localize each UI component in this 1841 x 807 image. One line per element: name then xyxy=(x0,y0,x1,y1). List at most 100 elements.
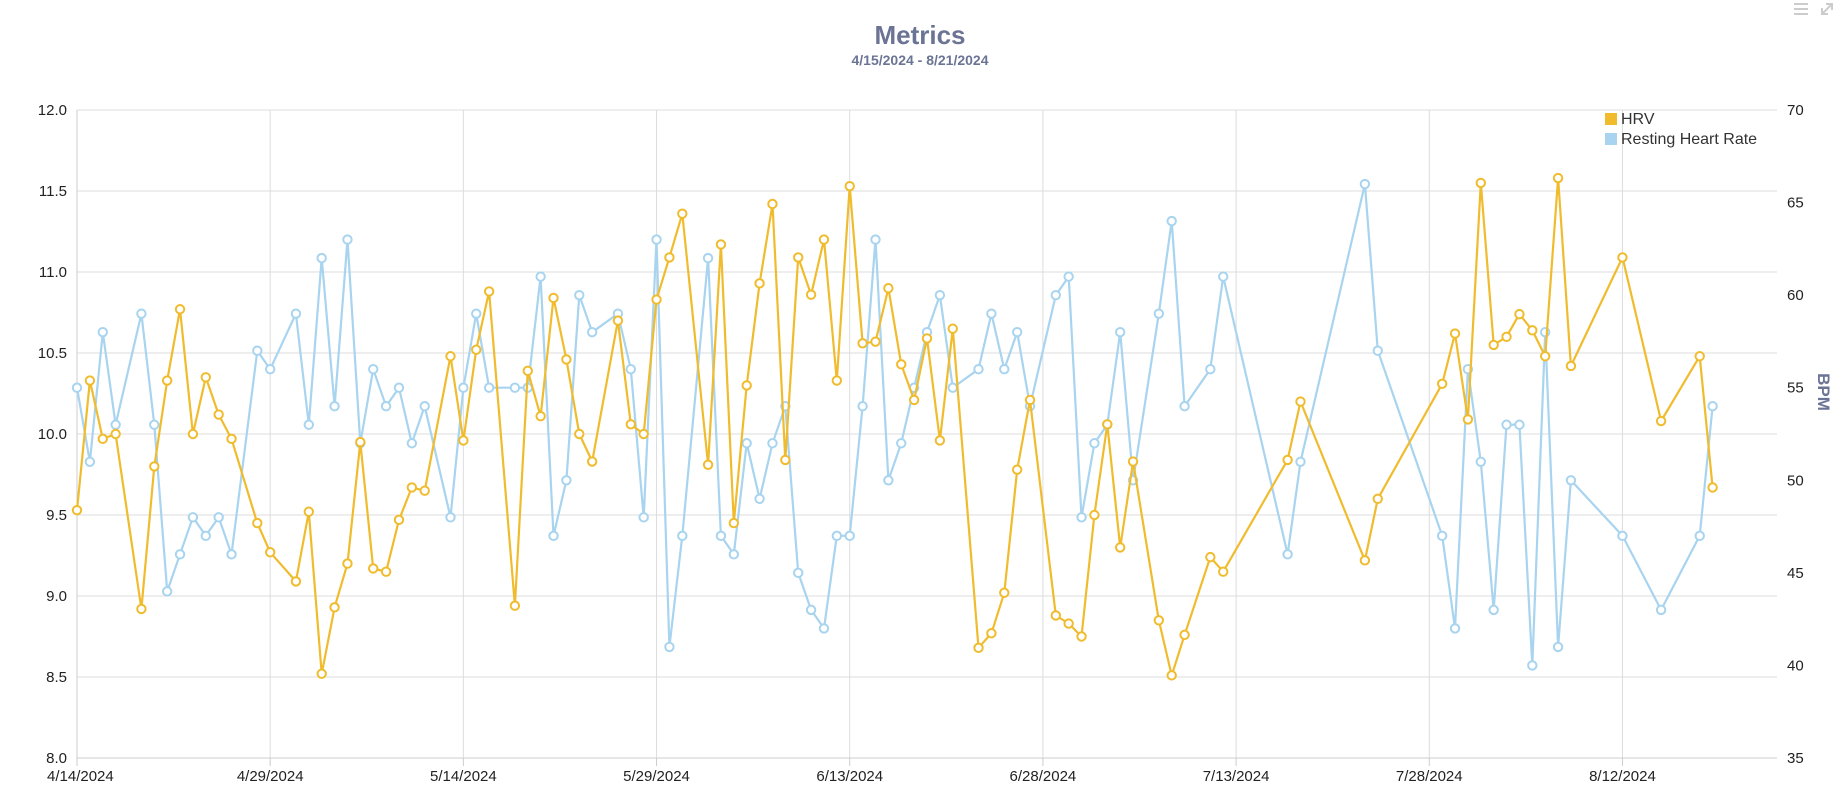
data-point[interactable] xyxy=(84,375,96,386)
data-point[interactable] xyxy=(1694,530,1705,542)
data-point[interactable] xyxy=(368,563,379,574)
data-point[interactable] xyxy=(355,436,366,448)
data-point[interactable] xyxy=(805,604,817,616)
data-point[interactable] xyxy=(921,333,933,344)
fullscreen-icon[interactable] xyxy=(1821,3,1833,15)
data-point[interactable] xyxy=(728,517,740,529)
data-point[interactable] xyxy=(831,530,843,542)
data-point[interactable] xyxy=(149,461,160,472)
data-point[interactable] xyxy=(754,278,765,289)
data-point[interactable] xyxy=(71,382,83,393)
data-point[interactable] xyxy=(1449,328,1461,339)
menu-icon[interactable] xyxy=(1794,3,1808,15)
data-point[interactable] xyxy=(264,547,276,558)
data-point[interactable] xyxy=(380,566,392,577)
data-point[interactable] xyxy=(870,234,881,245)
data-point[interactable] xyxy=(1359,555,1371,566)
data-point[interactable] xyxy=(1153,308,1165,319)
data-point[interactable] xyxy=(1436,530,1448,542)
data-point[interactable] xyxy=(1295,396,1306,407)
data-point[interactable] xyxy=(574,428,585,440)
data-point[interactable] xyxy=(1449,623,1461,634)
data-point[interactable] xyxy=(342,234,353,245)
data-point[interactable] xyxy=(934,435,946,446)
data-point[interactable] xyxy=(715,530,727,542)
data-point[interactable] xyxy=(419,401,430,412)
data-point[interactable] xyxy=(406,438,418,449)
data-point[interactable] xyxy=(483,382,495,393)
data-point[interactable] xyxy=(638,512,649,523)
data-point[interactable] xyxy=(612,315,624,326)
data-point[interactable] xyxy=(509,382,521,393)
data-point[interactable] xyxy=(999,364,1010,375)
data-point[interactable] xyxy=(1539,351,1551,362)
data-point[interactable] xyxy=(380,401,392,412)
data-point[interactable] xyxy=(651,234,662,245)
data-point[interactable] xyxy=(561,354,572,365)
data-point[interactable] xyxy=(1011,464,1023,475)
data-point[interactable] xyxy=(1436,378,1448,389)
data-point[interactable] xyxy=(329,602,340,613)
data-point[interactable] xyxy=(1282,549,1293,560)
data-point[interactable] xyxy=(1372,345,1383,356)
data-point[interactable] xyxy=(1617,252,1628,263)
data-point[interactable] xyxy=(161,586,173,597)
data-point[interactable] xyxy=(908,394,920,406)
data-point[interactable] xyxy=(1114,326,1126,338)
data-point[interactable] xyxy=(664,252,675,263)
data-point[interactable] xyxy=(509,600,521,611)
data-point[interactable] xyxy=(1089,509,1100,521)
data-point[interactable] xyxy=(947,382,958,393)
legend-item[interactable]: Resting Heart Rate xyxy=(1605,131,1757,148)
data-point[interactable] xyxy=(1359,178,1371,190)
data-point[interactable] xyxy=(857,401,868,412)
data-point[interactable] xyxy=(303,419,315,430)
data-point[interactable] xyxy=(1475,177,1486,189)
data-point[interactable] xyxy=(1475,456,1486,467)
data-point[interactable] xyxy=(1565,475,1577,486)
data-point[interactable] xyxy=(1050,289,1061,301)
data-point[interactable] xyxy=(1063,618,1074,629)
data-point[interactable] xyxy=(1089,438,1100,449)
data-point[interactable] xyxy=(1205,551,1216,563)
data-point[interactable] xyxy=(793,252,804,263)
data-point[interactable] xyxy=(625,364,636,375)
data-point[interactable] xyxy=(445,512,456,523)
data-point[interactable] xyxy=(1501,419,1512,430)
data-point[interactable] xyxy=(574,289,585,301)
data-point[interactable] xyxy=(1218,566,1229,577)
data-point[interactable] xyxy=(187,428,199,440)
data-point[interactable] xyxy=(226,433,237,445)
data-point[interactable] xyxy=(728,549,740,560)
data-point[interactable] xyxy=(393,514,405,526)
data-point[interactable] xyxy=(677,530,688,542)
data-point[interactable] xyxy=(780,454,791,466)
data-point[interactable] xyxy=(110,419,121,430)
data-point[interactable] xyxy=(1127,456,1139,467)
data-point[interactable] xyxy=(1063,271,1074,282)
data-point[interactable] xyxy=(883,475,894,486)
data-point[interactable] xyxy=(844,180,855,192)
data-point[interactable] xyxy=(1501,331,1512,342)
data-point[interactable] xyxy=(586,326,598,338)
data-point[interactable] xyxy=(187,512,199,523)
data-point[interactable] xyxy=(161,375,173,386)
data-point[interactable] xyxy=(896,438,907,449)
data-point[interactable] xyxy=(844,530,855,542)
data-point[interactable] xyxy=(1527,660,1538,671)
data-point[interactable] xyxy=(252,345,263,356)
data-point[interactable] xyxy=(445,351,456,362)
data-point[interactable] xyxy=(1707,482,1718,493)
data-point[interactable] xyxy=(870,336,881,347)
data-point[interactable] xyxy=(174,304,186,315)
data-point[interactable] xyxy=(1488,339,1499,351)
data-point[interactable] xyxy=(290,308,302,319)
data-point[interactable] xyxy=(471,344,482,355)
data-point[interactable] xyxy=(535,410,546,422)
data-point[interactable] xyxy=(1050,610,1061,621)
data-point[interactable] xyxy=(226,549,237,560)
data-point[interactable] xyxy=(329,401,340,412)
data-point[interactable] xyxy=(1552,172,1564,184)
data-point[interactable] xyxy=(1462,414,1474,425)
data-point[interactable] xyxy=(1694,351,1705,362)
